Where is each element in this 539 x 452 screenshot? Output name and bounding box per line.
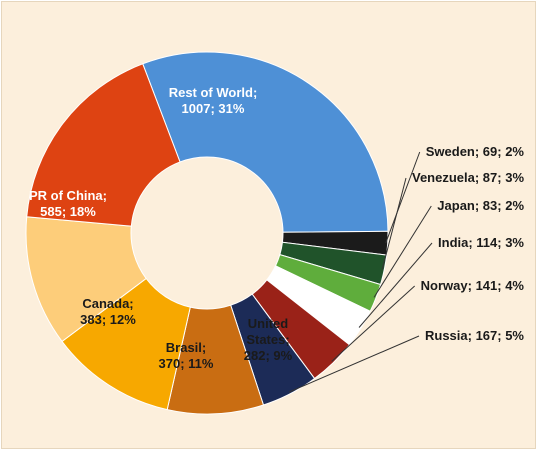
slice-label-canada: Canada; 383; 12% [80,296,136,327]
leader-line-india [358,242,433,328]
slice-label-pr-of-china: PR of China; 585; 18% [29,188,107,219]
callout-leader-lines [288,151,433,393]
leader-line-russia [288,335,420,393]
slice-label-sweden: Sweden; 69; 2% [426,144,525,159]
donut-slices [25,51,389,415]
slice-label-japan: Japan; 83; 2% [437,198,524,213]
slice-label-rest-of-world: Rest of World; 1007; 31% [169,85,258,116]
slice-label-venezuela: Venezuela; 87; 3% [412,170,524,185]
slice-label-russia: Russia; 167; 5% [425,328,524,343]
slice-pr-of-china [26,63,181,227]
leader-line-japan [373,205,432,298]
slice-label-india: India; 114; 3% [438,235,524,250]
slice-labels: Rest of World; 1007; 31% Sweden; 69; 2% Ven… [29,85,524,371]
slice-label-brasil: Brasil; 370; 11% [159,340,214,371]
leader-line-sweden [385,151,421,244]
slice-label-united-states: United States; 282; 9% [244,316,293,363]
slice-rest-of-world [142,51,389,233]
leader-line-norway [331,285,416,362]
leader-line-venezuela [381,177,407,270]
slice-label-norway: Norway; 141; 4% [421,278,525,293]
